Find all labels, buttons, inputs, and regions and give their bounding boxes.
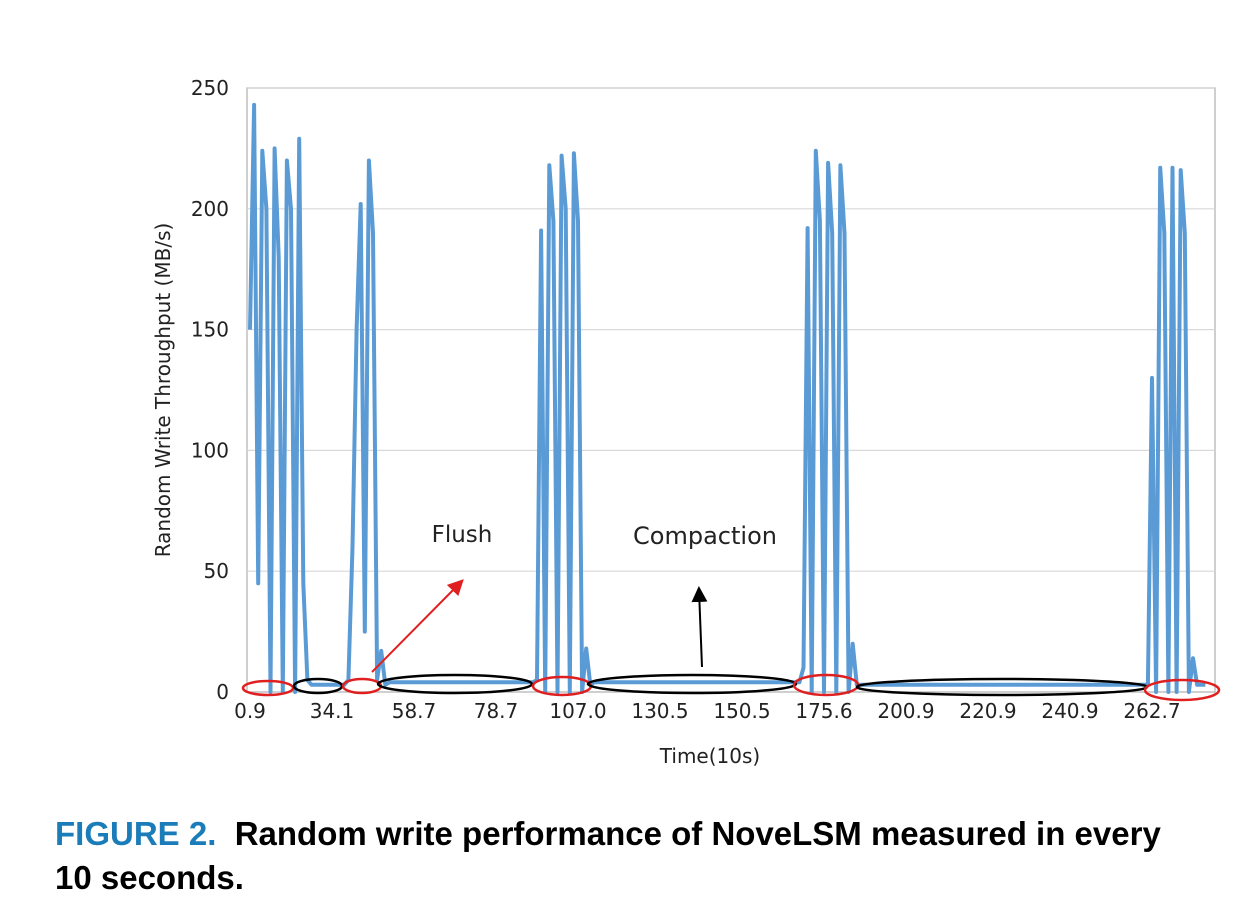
plot-frame	[246, 87, 1216, 693]
y-tick-label: 50	[204, 559, 229, 583]
y-tick-label: 100	[191, 438, 229, 462]
data-line	[248, 102, 1206, 694]
flush-ellipse	[241, 679, 295, 697]
y-tick-label: 200	[191, 197, 229, 221]
x-tick-label: 175.6	[795, 699, 852, 723]
y-axis-label: Random Write Throughput (MB/s)	[151, 223, 175, 558]
x-tick-label: 107.0	[549, 699, 606, 723]
compaction-arrow	[691, 586, 708, 668]
x-tick-label: 78.7	[474, 699, 519, 723]
x-tick-label: 200.9	[877, 699, 934, 723]
x-tick-label: 220.9	[959, 699, 1016, 723]
compaction-ellipse	[376, 673, 534, 695]
caption-text: FIGURE 2. Random write performance of No…	[55, 812, 1205, 900]
y-tick-label: 150	[191, 318, 229, 342]
annotation: Compaction	[633, 522, 777, 550]
x-tick-label: 130.5	[631, 699, 688, 723]
x-tick-label: 58.7	[392, 699, 437, 723]
caption-body: Random write performance of NoveLSM meas…	[55, 815, 1161, 896]
x-tick-label: 0.9	[234, 699, 266, 723]
x-axis-label: Time(10s)	[659, 744, 760, 768]
x-tick-label: 34.1	[310, 699, 355, 723]
x-tick-label: 240.9	[1041, 699, 1098, 723]
caption-label: FIGURE 2.	[55, 815, 217, 852]
annotation: Flush	[432, 522, 493, 548]
y-tick-label: 250	[191, 76, 229, 100]
y-tick-label: 0	[216, 680, 229, 704]
x-tick-label: 262.7	[1123, 699, 1180, 723]
caption-box: FIGURE 2. Random write performance of No…	[55, 812, 1205, 900]
flush-ellipse	[1143, 678, 1221, 702]
flush-ellipse	[792, 673, 860, 697]
ellipses	[241, 673, 1221, 702]
flush-ellipse	[341, 677, 383, 695]
flush-arrow	[371, 579, 464, 673]
compaction-ellipse	[586, 673, 798, 695]
x-tick-label: 150.5	[713, 699, 770, 723]
